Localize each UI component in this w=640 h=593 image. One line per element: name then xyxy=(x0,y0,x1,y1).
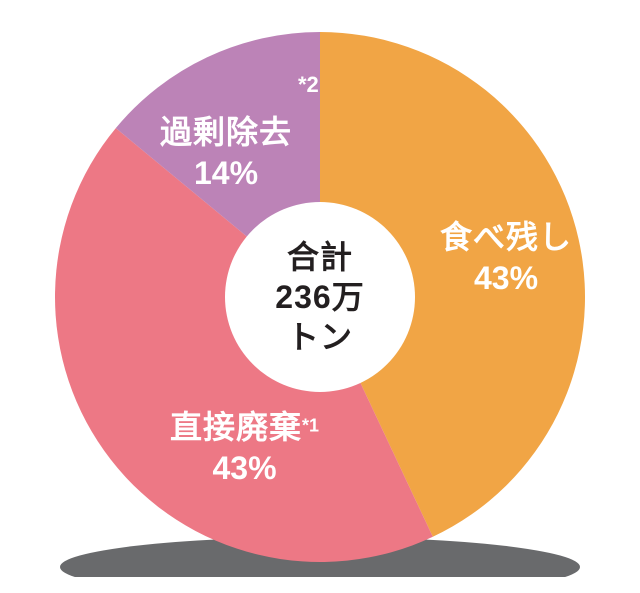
center-line3: トン xyxy=(275,317,364,357)
center-line2: 236万 xyxy=(275,277,364,317)
center-line1: 合計 xyxy=(275,237,364,277)
center-label: 合計 236万 トン xyxy=(275,237,364,357)
slice-supabove-kajojokyo: *2 xyxy=(298,72,319,98)
pie-chart: 合計 236万 トン 食べ残し43%直接廃棄*143%過剰除去14%*2 xyxy=(40,17,600,577)
